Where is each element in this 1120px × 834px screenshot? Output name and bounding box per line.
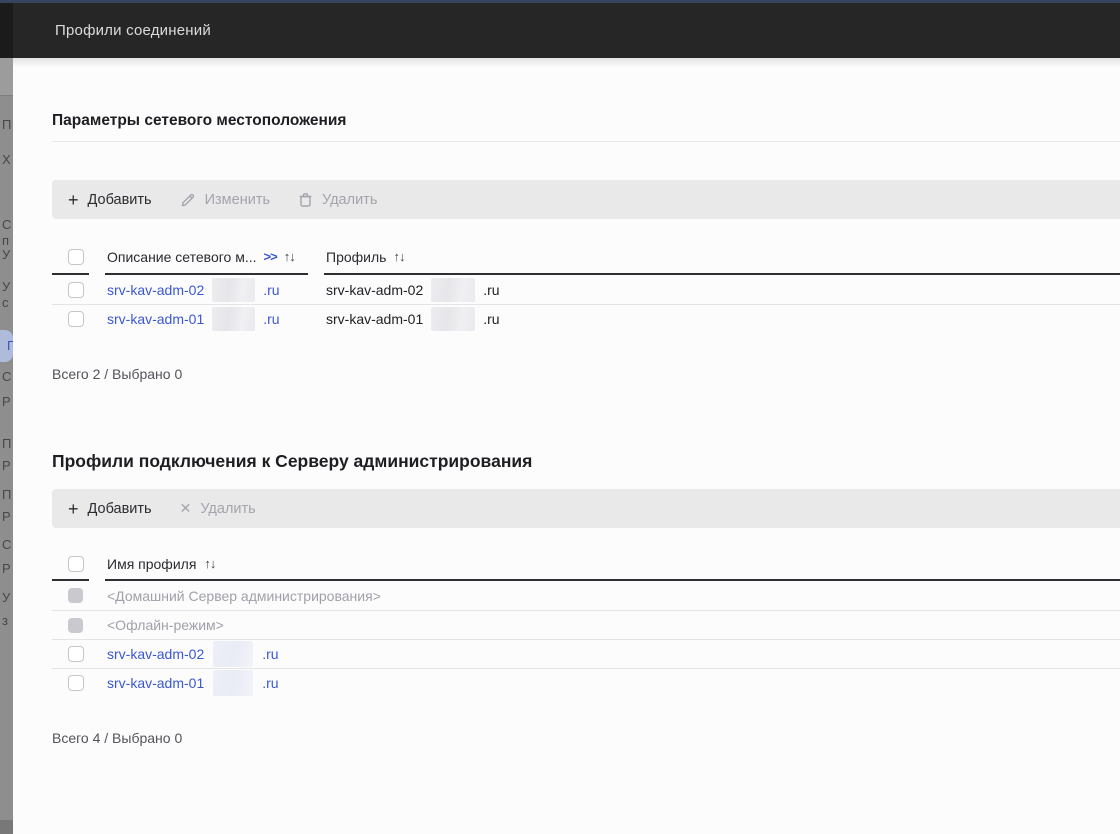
cross-icon: ✕ — [179, 500, 192, 516]
row-checkbox[interactable] — [68, 646, 84, 662]
background-text-fragment: с — [2, 296, 9, 310]
redacted-text — [212, 307, 256, 331]
table-row[interactable]: srv-kav-adm-02 .ru — [52, 639, 1120, 668]
background-text-fragment: Р — [2, 562, 11, 576]
add-button-label: Добавить — [87, 191, 152, 208]
add-button[interactable]: + Добавить — [68, 189, 152, 210]
redacted-text — [213, 641, 254, 667]
table-row[interactable]: srv-kav-adm-01 .ru srv-kav-adm-01 .ru — [52, 304, 1120, 333]
background-text-fragment: Р — [2, 395, 11, 409]
profile-link[interactable]: .ru — [262, 675, 279, 691]
redacted-text — [431, 307, 476, 331]
table-row[interactable]: <Офлайн-режим> — [52, 610, 1120, 639]
section-divider — [52, 141, 1120, 142]
background-text-fragment: С — [2, 218, 12, 232]
section-title-connection-profiles: Профили подключения к Серверу администри… — [52, 451, 533, 471]
background-text-fragment: Р — [2, 510, 11, 524]
row-checkbox[interactable] — [68, 281, 84, 298]
row-checkbox-disabled — [68, 588, 83, 603]
delete-button-label: Удалить — [200, 500, 256, 517]
background-text-fragment: С — [2, 538, 12, 552]
profile-link[interactable]: srv-kav-adm-02 — [107, 646, 205, 662]
sort-icon[interactable]: ↑↓ — [393, 249, 405, 264]
background-text-fragment: У — [2, 280, 11, 294]
add-button-label: Добавить — [87, 500, 152, 517]
column-header-profile-name[interactable]: Имя профиля — [107, 555, 197, 572]
network-location-link[interactable]: .ru — [263, 281, 280, 298]
profile-link[interactable]: srv-kav-adm-01 — [107, 675, 205, 691]
profile-cell: .ru — [483, 281, 500, 298]
delete-button-label: Удалить — [322, 191, 378, 208]
pencil-icon — [180, 192, 196, 208]
background-text-fragment: П — [2, 437, 12, 451]
profile-cell: .ru — [483, 311, 500, 327]
sort-icon[interactable]: ↑↓ — [283, 249, 296, 264]
column-header-description[interactable]: Описание сетевого м... — [107, 248, 257, 265]
network-location-link[interactable]: srv-kav-adm-02 — [107, 281, 205, 298]
delete-button[interactable]: Удалить — [298, 192, 377, 208]
add-button[interactable]: + Добавить — [68, 498, 152, 519]
page-title: Профили соединений — [55, 22, 211, 39]
redacted-text — [431, 277, 476, 302]
background-text-fragment: п — [2, 234, 10, 248]
row-checkbox-disabled — [68, 617, 83, 633]
row-checkbox[interactable] — [68, 675, 84, 691]
edit-button[interactable]: Изменить — [180, 192, 270, 208]
background-text-fragment: У — [2, 248, 11, 262]
table-summary: Всего 2 / Выбрано 0 — [52, 366, 183, 382]
redacted-text — [213, 670, 254, 696]
background-text-fragment: з — [2, 614, 8, 628]
table-row[interactable]: srv-kav-adm-02 .ru srv-kav-adm-02 .ru — [52, 275, 1120, 304]
profile-cell: srv-kav-adm-01 — [326, 311, 424, 327]
table-row[interactable]: srv-kav-adm-01 .ru — [52, 668, 1120, 697]
panel-titlebar: Профили соединений — [13, 3, 1120, 58]
profile-link[interactable]: .ru — [262, 646, 279, 662]
profile-cell: srv-kav-adm-02 — [326, 281, 424, 298]
top-accent-line — [0, 0, 1120, 3]
column-header-profile[interactable]: Профиль — [326, 248, 387, 265]
connection-profiles-toolbar: + Добавить ✕ Удалить — [52, 489, 1120, 528]
redacted-text — [212, 277, 256, 302]
background-text-fragment: П — [2, 488, 12, 502]
select-all-checkbox[interactable] — [68, 248, 84, 265]
network-location-table-header: Описание сетевого м... >> ↑↓ Профиль ↑↓ — [52, 240, 1120, 273]
network-location-link[interactable]: .ru — [263, 311, 280, 327]
profile-name-cell: <Домашний Сервер администрирования> — [107, 587, 381, 604]
background-text-fragment: С — [2, 370, 12, 384]
background-text-fragment: У — [2, 591, 11, 605]
background-header-strip — [0, 0, 13, 58]
edit-button-label: Изменить — [204, 191, 271, 208]
table-header-underline — [52, 273, 1120, 275]
background-text-fragment: Р — [2, 459, 11, 473]
plus-icon: + — [68, 189, 79, 210]
network-location-toolbar: + Добавить Изменить — [52, 180, 1120, 219]
background-text-fragment: П — [2, 118, 12, 132]
plus-icon: + — [68, 498, 79, 519]
row-checkbox[interactable] — [68, 311, 84, 327]
background-toolbar-strip — [0, 58, 13, 96]
select-all-checkbox[interactable] — [68, 555, 84, 572]
expand-column-icon[interactable]: >> — [263, 249, 278, 264]
trash-icon — [298, 192, 313, 208]
table-header-underline — [52, 579, 1120, 581]
background-footer-strip — [0, 820, 13, 834]
background-text-fragment: П — [7, 339, 13, 353]
connection-profiles-panel: Параметры сетевого местоположения + Доба… — [13, 58, 1120, 834]
background-text-fragment: Х — [2, 153, 11, 167]
delete-button[interactable]: ✕ Удалить — [180, 500, 256, 517]
section-title-network-location: Параметры сетевого местоположения — [52, 112, 347, 129]
network-location-link[interactable]: srv-kav-adm-01 — [107, 311, 205, 327]
profiles-table-header: Имя профиля ↑↓ — [52, 548, 1120, 579]
table-summary: Всего 4 / Выбрано 0 — [52, 730, 183, 746]
profile-name-cell: <Офлайн-режим> — [107, 617, 224, 633]
background-selected-item — [0, 330, 13, 362]
sort-icon[interactable]: ↑↓ — [204, 556, 216, 571]
table-row[interactable]: <Домашний Сервер администрирования> — [52, 581, 1120, 610]
